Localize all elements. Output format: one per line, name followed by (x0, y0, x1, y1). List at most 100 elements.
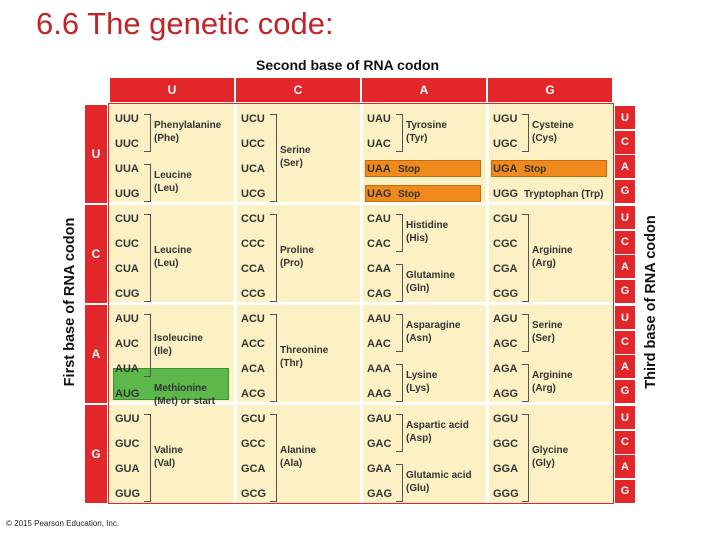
amino-acid-label: Valine (154, 445, 183, 456)
codon-label: GUA (115, 463, 140, 475)
amino-acid-label: (Met) or start (154, 395, 216, 407)
third-base-a: A (615, 155, 635, 178)
amino-acid-label: Stop (524, 164, 547, 175)
codon-bracket (396, 414, 403, 452)
second-base-u: U (110, 78, 234, 102)
third-base-g: G (615, 379, 635, 403)
codon-label: AGA (493, 363, 518, 375)
amino-acid-label: (Thr) (280, 358, 303, 369)
amino-acid-label: (Lys) (406, 383, 430, 394)
codon-label: CGU (493, 213, 518, 225)
codon-label: CUC (115, 238, 139, 250)
amino-acid-label: (Asp) (406, 433, 432, 444)
amino-acid-label: (Arg) (532, 258, 556, 269)
codon-bracket (396, 214, 403, 252)
second-base-a: A (362, 78, 486, 102)
third-base-a: A (615, 355, 635, 378)
codon-label: CGC (493, 238, 518, 250)
codon-label: UUG (115, 188, 140, 200)
amino-acid-label: Tryptophan (Trp) (524, 189, 604, 200)
amino-acid-label: (Glu) (406, 483, 430, 494)
codon-label: GGA (493, 463, 519, 475)
codon-bracket (396, 364, 403, 402)
second-base-title: Second base of RNA codon (256, 57, 440, 73)
codon-label: ACA (241, 363, 265, 375)
codon-label: GCA (241, 463, 266, 475)
codon-label: UGU (493, 113, 518, 125)
third-base-g: G (615, 479, 635, 503)
amino-acid-label: Asparagine (406, 320, 461, 331)
first-base-title: First base of RNA codon (62, 217, 78, 387)
grid-divider (109, 402, 613, 405)
amino-acid-label: Glutamine (406, 270, 455, 281)
amino-acid-label: Stop (398, 189, 421, 200)
codon-label: AAC (367, 338, 391, 350)
third-base-c: C (615, 230, 635, 254)
amino-acid-label: (Phe) (154, 133, 179, 144)
codon-label: GAU (367, 413, 392, 425)
codon-label: GCU (241, 413, 266, 425)
third-base-a: A (615, 255, 635, 278)
codon-label: AUG (115, 388, 140, 400)
codon-bracket (396, 464, 403, 502)
stop-highlight (365, 160, 481, 177)
amino-acid-label: Serine (532, 320, 563, 331)
grid-divider (109, 302, 613, 305)
codon-label: AGU (493, 313, 518, 325)
codon-label: UCA (241, 163, 265, 175)
amino-acid-label: Leucine (154, 170, 192, 181)
amino-acid-label: Glycine (532, 445, 569, 456)
amino-acid-label: Threonine (280, 345, 329, 356)
codon-label: UUU (115, 113, 139, 125)
amino-acid-label: Aspartic acid (406, 420, 469, 431)
amino-acid-label: (Leu) (154, 183, 179, 194)
codon-label: UCC (241, 138, 265, 150)
amino-acid-label: (Ile) (154, 345, 172, 357)
third-base-a: A (615, 455, 635, 478)
codon-label: CGG (493, 288, 519, 300)
codon-label: ACU (241, 313, 265, 325)
amino-acid-label: Stop (398, 164, 421, 175)
codon-bracket (144, 414, 151, 502)
codon-label: AUC (115, 338, 139, 350)
amino-acid-label: (Arg) (532, 383, 556, 394)
third-base-c: C (615, 430, 635, 454)
codon-label: UUA (115, 163, 139, 175)
amino-acid-label: (Val) (154, 458, 176, 469)
codon-bracket (522, 114, 529, 152)
codon-label: GGG (493, 488, 519, 500)
codon-bracket (144, 314, 151, 377)
third-base-c: C (615, 330, 635, 354)
codon-bracket (522, 314, 529, 352)
third-base-c: C (615, 130, 635, 154)
codon-bracket (522, 364, 529, 402)
amino-acid-label: Lysine (406, 370, 438, 381)
amino-acid-label: (Gly) (532, 458, 555, 469)
amino-acid-label: (Leu) (154, 258, 179, 269)
codon-bracket (270, 114, 277, 202)
codon-bracket (144, 114, 151, 152)
third-base-u: U (615, 106, 635, 129)
first-base-g: G (85, 405, 107, 503)
codon-label: AAA (367, 363, 391, 375)
amino-acid-label: Alanine (280, 445, 317, 456)
amino-acid-label: Tyrosine (406, 120, 447, 131)
codon-label: CGA (493, 263, 518, 275)
codon-label: UCG (241, 188, 266, 200)
grid-divider (109, 202, 613, 205)
codon-bracket (270, 214, 277, 302)
amino-acid-label: (Pro) (280, 258, 304, 269)
codon-label: CCC (241, 238, 265, 250)
amino-acid-label: Isoleucine (154, 332, 203, 344)
codon-label: GGU (493, 413, 519, 425)
third-base-title: Third base of RNA codon (643, 215, 659, 389)
codon-label: CUU (115, 213, 139, 225)
amino-acid-label: Arginine (532, 245, 573, 256)
codon-bracket (270, 414, 277, 502)
codon-label: CAG (367, 288, 392, 300)
amino-acid-label: (Ser) (532, 333, 555, 344)
codon-label: UUC (115, 138, 139, 150)
codon-label: GUC (115, 438, 140, 450)
codon-label: CAC (367, 238, 391, 250)
page-title: 6.6 The genetic code: (36, 6, 334, 41)
